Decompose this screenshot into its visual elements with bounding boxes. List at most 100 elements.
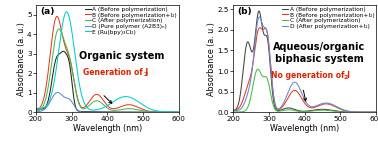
Legend: A (Before polymerization), B (Before polymerization+I₂), C (After polymerization: A (Before polymerization), B (Before pol… [282, 6, 375, 29]
A (Before polymerization) [371, 111, 376, 113]
C (After polymerization) [256, 68, 260, 70]
Text: (a): (a) [40, 7, 54, 16]
C (After polymerization) [88, 103, 93, 105]
A (Before polymerization) [231, 110, 235, 112]
Line: E (Ru(bpy)₃Cl₂): E (Ru(bpy)₃Cl₂) [36, 12, 179, 112]
B (Before polymerization+I₂) [158, 111, 163, 113]
B (Before polymerization+I₂) [174, 111, 178, 113]
Line: A (Before polymerization): A (Before polymerization) [36, 51, 179, 112]
D (Pure polymer (A2B3)ₙ) [158, 111, 163, 113]
D (Pure polymer (A2B3)ₙ) [174, 111, 178, 113]
B (Before polymerization+I₂) [292, 90, 296, 91]
Line: D (After polymerization+I₂): D (After polymerization+I₂) [233, 17, 376, 112]
Text: 2: 2 [343, 75, 348, 80]
E (Ru(bpy)₃Cl₂) [158, 111, 163, 112]
D (After polymerization+I₂) [257, 16, 262, 18]
D (Pure polymer (A2B3)ₙ) [88, 111, 93, 113]
C (After polymerization) [174, 111, 178, 113]
E (Ru(bpy)₃Cl₂) [174, 111, 178, 113]
A (Before polymerization) [256, 12, 260, 14]
C (After polymerization) [356, 111, 360, 113]
B (Before polymerization+I₂) [247, 79, 252, 81]
Text: 2: 2 [144, 72, 148, 77]
A (Before polymerization) [50, 78, 54, 79]
Y-axis label: Absorbance (a. u.): Absorbance (a. u.) [17, 22, 26, 96]
Text: Generation of I: Generation of I [83, 68, 149, 77]
A (Before polymerization) [374, 111, 378, 113]
C (After polymerization) [158, 111, 163, 113]
E (Ru(bpy)₃Cl₂) [50, 91, 54, 92]
A (Before polymerization) [158, 111, 163, 113]
D (After polymerization+I₂) [292, 81, 296, 83]
A (Before polymerization) [257, 10, 261, 12]
B (Before polymerization+I₂) [88, 99, 93, 100]
Line: A (Before polymerization): A (Before polymerization) [233, 11, 376, 112]
D (Pure polymer (A2B3)ₙ) [95, 111, 99, 113]
Text: Aqueous/organic
biphasic system: Aqueous/organic biphasic system [273, 42, 365, 64]
X-axis label: Wavelength (nm): Wavelength (nm) [73, 124, 142, 133]
B (Before polymerization+I₂) [34, 109, 38, 111]
C (After polymerization) [286, 109, 290, 111]
C (After polymerization) [371, 111, 376, 113]
C (After polymerization) [34, 110, 38, 112]
C (After polymerization) [374, 111, 378, 113]
B (Before polymerization+I₂) [257, 27, 262, 28]
D (Pure polymer (A2B3)ₙ) [59, 93, 63, 95]
C (After polymerization) [256, 68, 260, 70]
C (After polymerization) [177, 111, 181, 113]
D (After polymerization+I₂) [231, 110, 235, 111]
Text: No generation of I: No generation of I [271, 71, 350, 80]
A (Before polymerization) [247, 44, 252, 46]
E (Ru(bpy)₃Cl₂) [177, 111, 181, 113]
A (Before polymerization) [177, 111, 181, 113]
Line: B (Before polymerization+I₂): B (Before polymerization+I₂) [233, 28, 376, 112]
E (Ru(bpy)₃Cl₂) [59, 35, 63, 37]
B (Before polymerization+I₂) [356, 111, 360, 113]
Text: (b): (b) [237, 7, 252, 16]
E (Ru(bpy)₃Cl₂) [34, 107, 38, 109]
Line: C (After polymerization): C (After polymerization) [233, 69, 376, 112]
C (After polymerization) [59, 30, 63, 32]
A (Before polymerization) [61, 50, 65, 52]
B (Before polymerization+I₂) [371, 111, 376, 113]
A (Before polymerization) [292, 108, 296, 110]
Y-axis label: Absorbance (a. u.): Absorbance (a. u.) [207, 22, 216, 96]
B (Before polymerization+I₂) [374, 111, 378, 113]
B (Before polymerization+I₂) [55, 16, 59, 17]
B (Before polymerization+I₂) [95, 94, 99, 95]
B (Before polymerization+I₂) [256, 30, 260, 32]
C (After polymerization) [50, 58, 54, 60]
A (Before polymerization) [88, 111, 93, 113]
Line: C (After polymerization): C (After polymerization) [36, 29, 179, 112]
D (Pure polymer (A2B3)ₙ) [34, 111, 38, 113]
D (After polymerization+I₂) [356, 111, 360, 113]
A (Before polymerization) [59, 52, 63, 54]
B (Before polymerization+I₂) [59, 26, 63, 28]
C (After polymerization) [57, 28, 61, 30]
Legend: A (Before polymerization), B (Before polymerization+I₂), C (After polymerization: A (Before polymerization), B (Before pol… [84, 6, 178, 35]
A (Before polymerization) [286, 107, 290, 109]
C (After polymerization) [95, 100, 99, 102]
D (Pure polymer (A2B3)ₙ) [177, 111, 181, 113]
A (Before polymerization) [95, 111, 99, 113]
D (After polymerization+I₂) [371, 111, 376, 113]
B (Before polymerization+I₂) [231, 109, 235, 111]
B (Before polymerization+I₂) [50, 36, 54, 38]
A (Before polymerization) [356, 111, 360, 113]
Text: Organic system: Organic system [79, 51, 164, 61]
A (Before polymerization) [174, 111, 178, 113]
D (Pure polymer (A2B3)ₙ) [55, 92, 60, 93]
E (Ru(bpy)₃Cl₂) [64, 11, 69, 13]
C (After polymerization) [247, 102, 252, 103]
E (Ru(bpy)₃Cl₂) [88, 109, 93, 111]
B (Before polymerization+I₂) [177, 111, 181, 113]
C (After polymerization) [292, 110, 296, 111]
D (After polymerization+I₂) [286, 92, 290, 93]
B (Before polymerization+I₂) [286, 97, 290, 99]
D (After polymerization+I₂) [374, 111, 378, 113]
Line: B (Before polymerization+I₂): B (Before polymerization+I₂) [36, 16, 179, 112]
D (After polymerization+I₂) [247, 86, 252, 87]
X-axis label: Wavelength (nm): Wavelength (nm) [270, 124, 339, 133]
D (Pure polymer (A2B3)ₙ) [50, 97, 54, 99]
Line: D (Pure polymer (A2B3)ₙ): D (Pure polymer (A2B3)ₙ) [36, 92, 179, 112]
